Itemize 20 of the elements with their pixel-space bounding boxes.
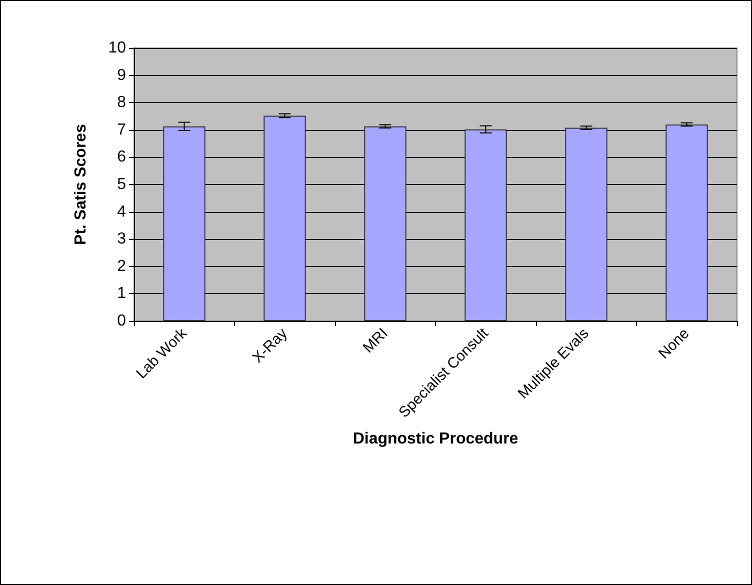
bar (565, 128, 608, 321)
y-tick-label: 1 (117, 285, 126, 302)
bar (364, 126, 406, 321)
y-tick-label: 5 (117, 176, 126, 193)
y-tick-label: 2 (117, 258, 126, 275)
y-tick-label: 3 (117, 230, 126, 248)
x-tick-label: MRI (360, 324, 392, 356)
y-tick-label: 7 (117, 121, 126, 138)
bar (464, 129, 507, 321)
y-axis-title: Pt. Satis Scores (72, 124, 90, 245)
y-tick-label: 8 (117, 94, 126, 112)
y-tick-label: 0 (117, 312, 126, 330)
y-tick-label: 4 (117, 203, 126, 220)
bar (666, 124, 708, 321)
y-tick-label: 10 (108, 40, 126, 56)
y-tick-label: 9 (117, 66, 126, 84)
bar (163, 126, 206, 321)
bar (264, 116, 306, 321)
x-axis-title: Diagnostic Procedure (352, 430, 518, 448)
y-tick-label: 6 (117, 148, 126, 166)
